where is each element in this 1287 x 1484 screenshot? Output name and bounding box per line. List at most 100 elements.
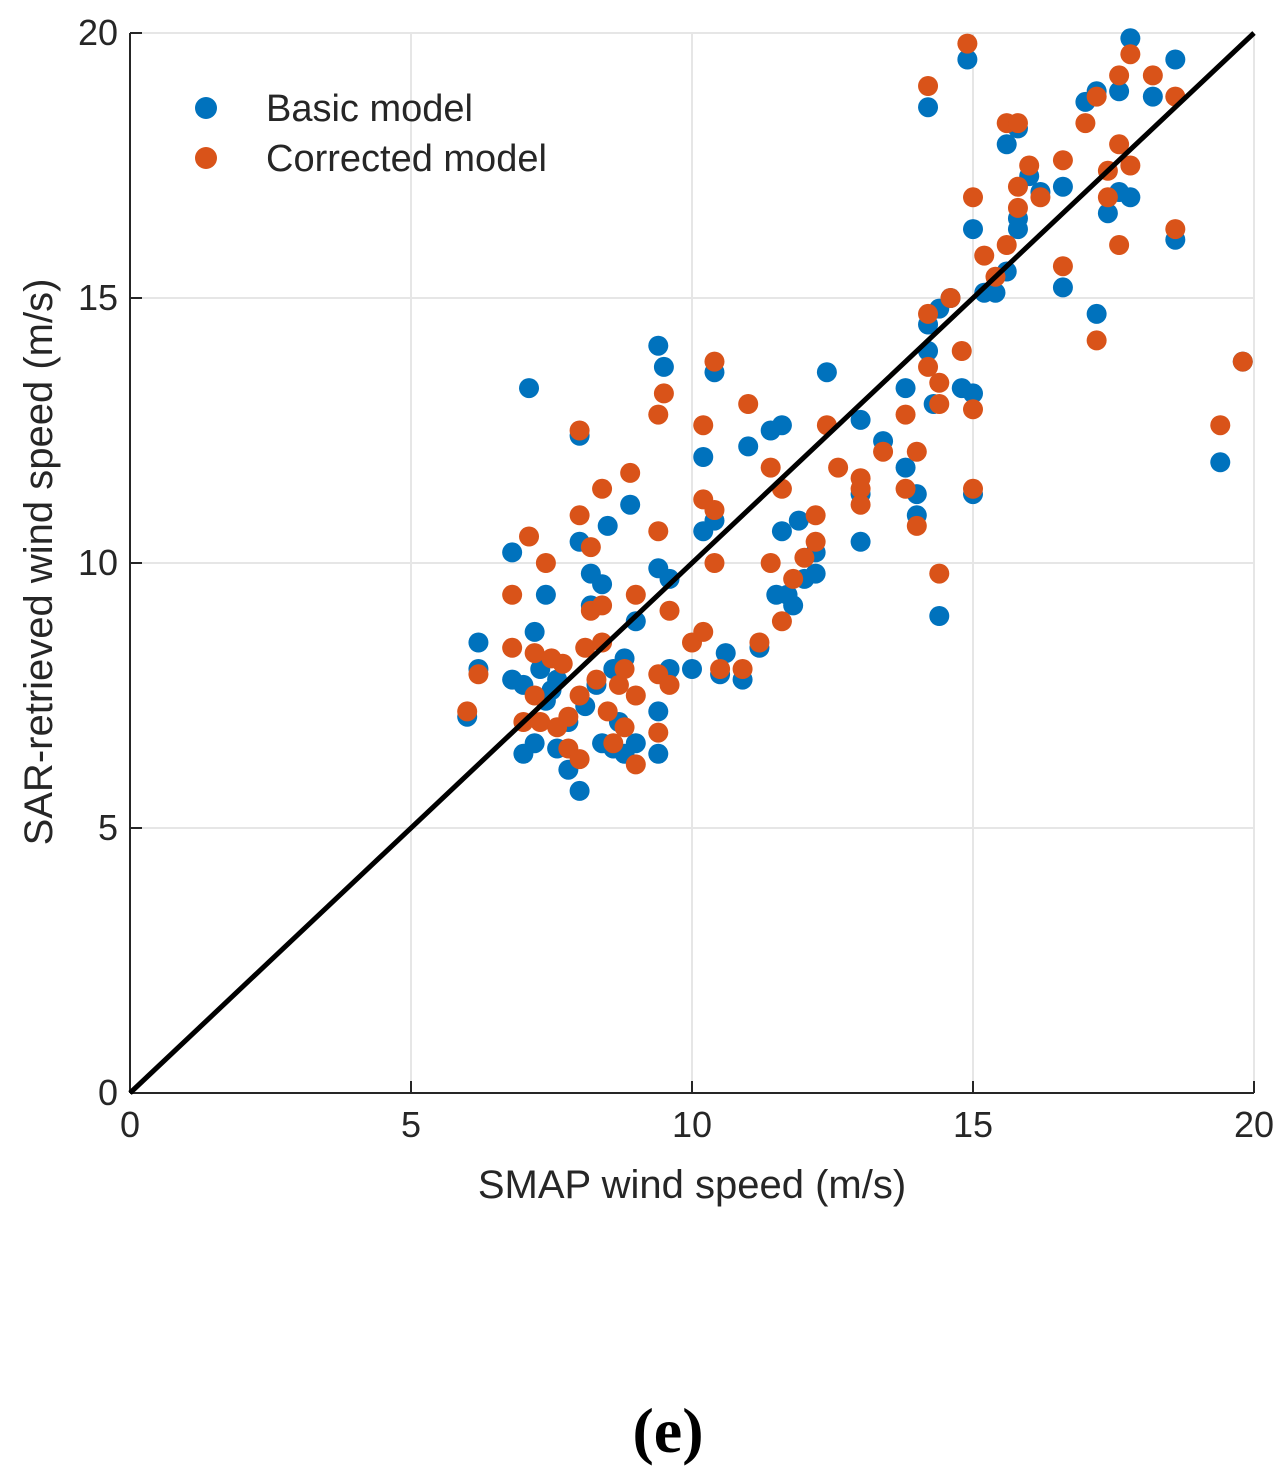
data-point xyxy=(918,356,939,377)
data-point xyxy=(805,531,826,552)
data-point xyxy=(1142,86,1163,107)
data-point xyxy=(963,187,983,208)
data-point xyxy=(682,659,702,679)
data-point xyxy=(653,356,674,377)
x-tick-label: 15 xyxy=(953,1104,993,1145)
data-point xyxy=(592,478,613,499)
data-point xyxy=(614,717,635,738)
data-point xyxy=(552,653,573,674)
data-point xyxy=(895,404,916,425)
data-point xyxy=(1120,28,1141,49)
data-point xyxy=(985,282,1006,303)
data-point xyxy=(828,457,849,478)
x-tick-label: 10 xyxy=(672,1104,712,1145)
y-tick-label: 15 xyxy=(78,277,118,318)
data-point xyxy=(569,505,590,526)
data-point xyxy=(625,754,646,775)
data-point xyxy=(603,733,624,754)
data-point xyxy=(1109,134,1130,155)
data-point xyxy=(850,494,871,515)
data-point xyxy=(569,780,590,801)
data-point xyxy=(653,383,674,404)
data-point xyxy=(771,611,792,632)
data-point xyxy=(732,659,753,679)
data-point xyxy=(597,701,618,722)
data-point xyxy=(625,584,646,605)
data-point xyxy=(816,362,837,383)
data-point xyxy=(1097,187,1118,208)
data-point xyxy=(918,303,939,324)
data-point xyxy=(1165,219,1186,240)
data-point xyxy=(524,733,545,754)
data-point xyxy=(1120,44,1141,65)
data-point xyxy=(1086,303,1107,324)
legend: Basic model Corrected model xyxy=(195,88,547,180)
data-point xyxy=(592,632,613,653)
data-point xyxy=(906,441,927,462)
data-point xyxy=(850,409,871,430)
data-point xyxy=(1120,155,1141,176)
data-point xyxy=(1030,187,1051,208)
x-tick-label: 5 xyxy=(401,1104,421,1145)
data-point xyxy=(569,420,590,441)
data-point xyxy=(586,669,607,690)
data-point xyxy=(704,553,725,573)
data-point xyxy=(625,733,646,754)
data-point xyxy=(1210,415,1231,436)
legend-item: Corrected model xyxy=(195,138,547,180)
x-tick-label: 20 xyxy=(1234,1104,1274,1145)
data-point xyxy=(760,553,781,573)
data-point xyxy=(608,674,629,695)
data-point xyxy=(1086,330,1107,351)
data-point xyxy=(1007,176,1028,197)
data-point xyxy=(951,341,972,361)
data-point xyxy=(749,632,770,653)
data-point xyxy=(524,685,545,706)
data-point xyxy=(468,632,489,653)
data-point xyxy=(648,743,669,764)
data-point xyxy=(558,706,579,727)
data-point xyxy=(535,584,556,605)
data-point xyxy=(625,611,646,632)
panel-label: (e) xyxy=(632,1395,703,1466)
data-point xyxy=(1210,452,1231,473)
data-point xyxy=(1052,150,1073,171)
data-point xyxy=(771,415,792,436)
data-point xyxy=(760,457,781,478)
legend-marker xyxy=(195,147,217,169)
y-tick-label: 10 xyxy=(78,542,118,583)
data-point xyxy=(524,643,545,664)
reference-line-group xyxy=(128,31,1256,1095)
data-point xyxy=(569,749,590,770)
data-point xyxy=(625,685,646,706)
data-point xyxy=(502,542,523,563)
data-point xyxy=(963,383,983,404)
data-point xyxy=(592,595,613,616)
data-point xyxy=(918,97,939,118)
data-point xyxy=(502,584,523,605)
data-point xyxy=(929,606,950,626)
data-point xyxy=(1075,113,1096,134)
data-point xyxy=(580,537,601,558)
data-point xyxy=(1086,86,1107,107)
data-point xyxy=(1109,65,1130,86)
data-point xyxy=(895,378,916,399)
data-point xyxy=(957,49,978,70)
data-point xyxy=(805,505,826,526)
data-point xyxy=(457,701,478,722)
data-point xyxy=(873,441,894,462)
data-point xyxy=(575,637,596,658)
y-tick-label: 5 xyxy=(98,807,118,848)
data-point xyxy=(963,399,983,420)
data-point xyxy=(1120,187,1141,208)
data-point xyxy=(569,685,590,706)
data-point xyxy=(895,478,916,499)
data-point xyxy=(710,659,731,679)
data-point xyxy=(963,478,983,499)
reference-line xyxy=(128,31,1256,1095)
data-point xyxy=(738,394,759,414)
data-point xyxy=(693,447,714,467)
data-point xyxy=(704,351,725,372)
data-point xyxy=(929,372,950,393)
